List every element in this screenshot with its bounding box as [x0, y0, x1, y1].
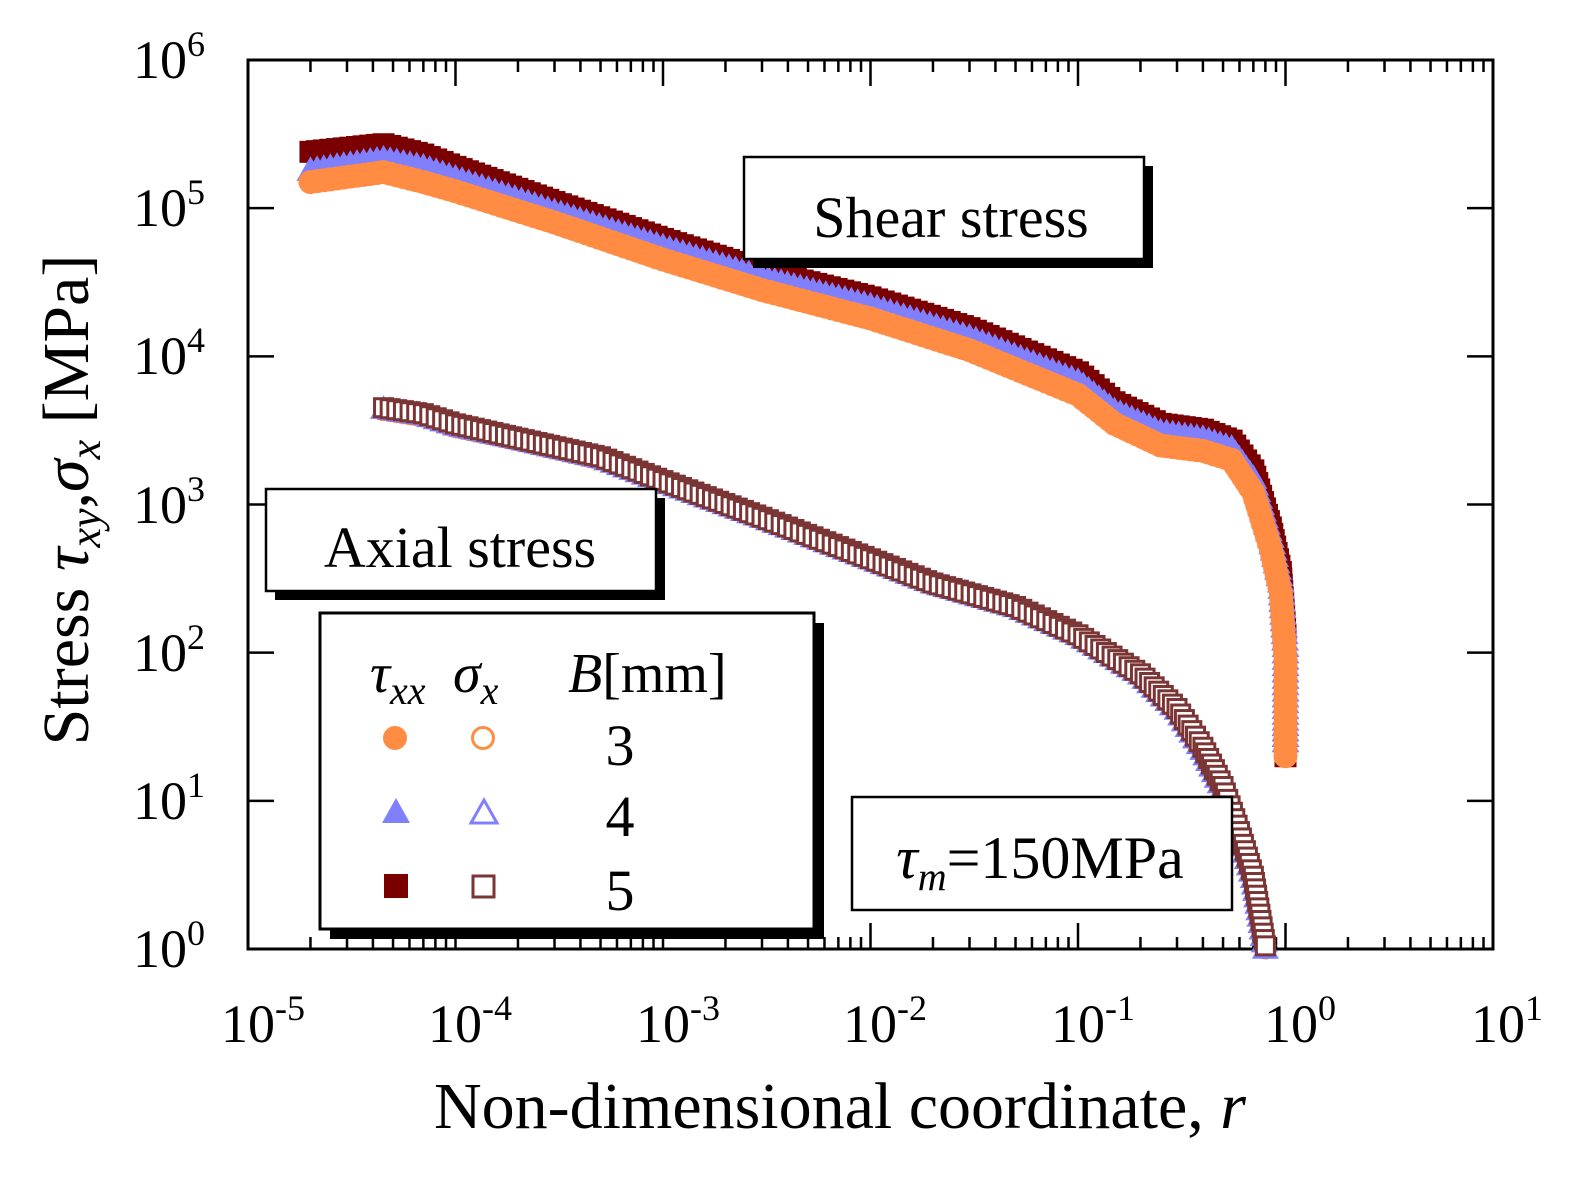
y-axis-label: Stress τxy,σx [MPa]: [30, 255, 110, 746]
data-marks: [296, 133, 1300, 960]
legend-marker-tau-b3: [383, 726, 407, 750]
axial-stress-label: Axial stress: [324, 515, 596, 580]
legend-label-b3: 3: [606, 713, 635, 778]
x-tick-label: 10-1: [1051, 988, 1135, 1054]
shear-stress-annotation: Shear stress: [742, 155, 1153, 268]
legend-marker-sigma-b5: [471, 874, 496, 899]
y-tick-labels: 100 101 102 103 104 105 106: [133, 24, 205, 979]
legend-marker-sigma-b4: [468, 796, 500, 825]
x-tick-label: 10-5: [221, 988, 305, 1054]
data-point-sigma-x-b-5: [1254, 935, 1276, 957]
tau-m-annotation: τm=150MPa: [850, 795, 1234, 912]
legend-label-b5: 5: [606, 858, 635, 923]
legend-marker-sigma-b3: [471, 726, 495, 750]
y-tick-label: 103: [133, 469, 205, 535]
legend: τxx σx B[mm] 3 4 5: [318, 611, 824, 939]
x-tick-label: 10-4: [428, 988, 512, 1054]
legend-header-b: B[mm]: [568, 643, 727, 705]
x-tick-label: 10-2: [843, 988, 927, 1054]
x-tick-label: 101: [1471, 988, 1543, 1054]
legend-label-b4: 4: [606, 784, 635, 849]
axial-stress-annotation: Axial stress: [264, 487, 665, 600]
x-tick-label: 10-3: [636, 988, 720, 1054]
x-tick-labels: 10-5 10-4 10-3 10-2 10-1 100 101: [221, 988, 1543, 1054]
y-tick-label: 101: [133, 765, 205, 831]
data-point-tau-xy-b-3: [1273, 744, 1298, 769]
legend-header-sigma: σx: [453, 643, 499, 713]
y-tick-label: 100: [133, 913, 205, 979]
y-tick-label: 106: [133, 24, 205, 90]
legend-header-tau: τxx: [370, 643, 426, 713]
y-tick-label: 104: [133, 320, 205, 386]
y-tick-label: 105: [133, 172, 205, 238]
shear-stress-label: Shear stress: [813, 185, 1088, 250]
legend-marker-tau-b4: [382, 798, 410, 823]
tau-m-label: τm=150MPa: [896, 825, 1184, 899]
y-tick-label: 102: [133, 617, 205, 683]
legend-marker-tau-b5: [384, 874, 408, 898]
x-tick-label: 100: [1264, 988, 1336, 1054]
x-axis-label: Non-dimensional coordinate, r: [434, 1070, 1246, 1143]
